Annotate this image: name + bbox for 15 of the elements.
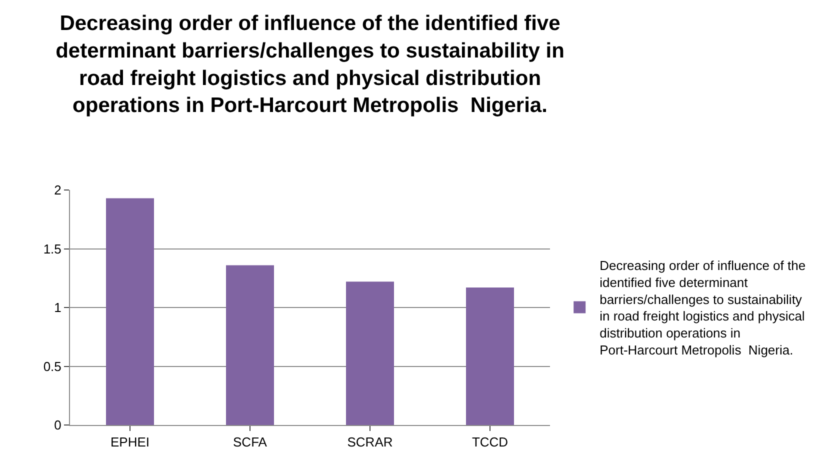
y-tick-label: 1.5 — [43, 241, 62, 256]
x-tick-label: TCCD — [472, 434, 508, 450]
bar — [466, 288, 514, 425]
bar — [346, 282, 394, 425]
y-tick-label: 1 — [54, 300, 62, 316]
bar — [106, 198, 154, 425]
x-tick-label: EPHEI — [110, 434, 150, 450]
y-tick-label: 2 — [54, 182, 62, 198]
legend-label: Decreasing order of influence of the identified five determinant barriers/challenges to sustainability in road freight logistics and physical distribution operations in Port-Harcourt Metropolis Nigeria. — [600, 258, 806, 358]
x-tick-label: SCFA — [233, 434, 268, 450]
y-tick-label: 0 — [54, 418, 62, 433]
chart-title: Decreasing order of influence of the identified five determinant barriers/challenges to sustainability in road freight logistics and physical distribution operations in Port-Harcourt Metropolis Nigeria. — [56, 12, 564, 118]
y-tick-label: 0.5 — [43, 358, 62, 374]
x-tick-label: SCRAR — [347, 434, 393, 450]
bar — [226, 265, 274, 425]
